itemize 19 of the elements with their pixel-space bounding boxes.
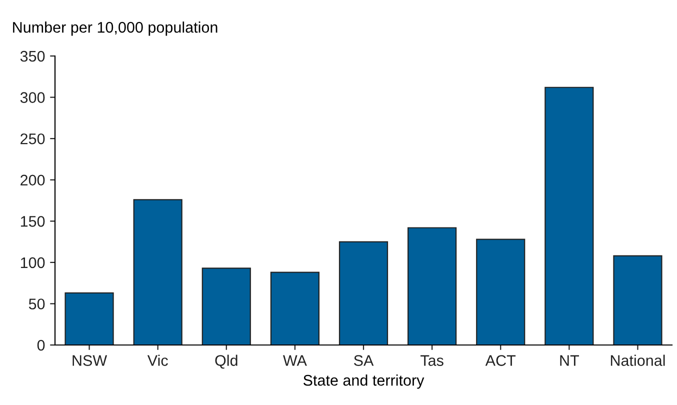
x-axis-title: State and territory <box>303 374 424 389</box>
y-tick-label: 350 <box>20 50 45 62</box>
y-tick-label: 0 <box>37 340 45 351</box>
x-tick-label: National <box>610 354 665 366</box>
x-tick-label: NSW <box>72 355 108 366</box>
y-tick-label: 50 <box>28 298 45 310</box>
y-tick-label: 200 <box>20 174 45 186</box>
x-tick-label: WA <box>282 355 307 366</box>
x-tick-label: NT <box>560 355 579 366</box>
y-tick-label: 100 <box>20 257 45 268</box>
y-tick-label: 150 <box>20 216 45 227</box>
x-tick-label: Qld <box>215 354 238 369</box>
y-tick-label: 250 <box>20 133 45 144</box>
x-tick-label: Tas <box>420 355 444 366</box>
x-tick-label: ACT <box>485 355 516 366</box>
x-tick-label: Vic <box>147 354 168 366</box>
y-tick-label: 300 <box>20 92 45 103</box>
y-axis-title: Number per 10,000 population <box>13 22 218 36</box>
x-tick-label: SA <box>354 355 374 366</box>
